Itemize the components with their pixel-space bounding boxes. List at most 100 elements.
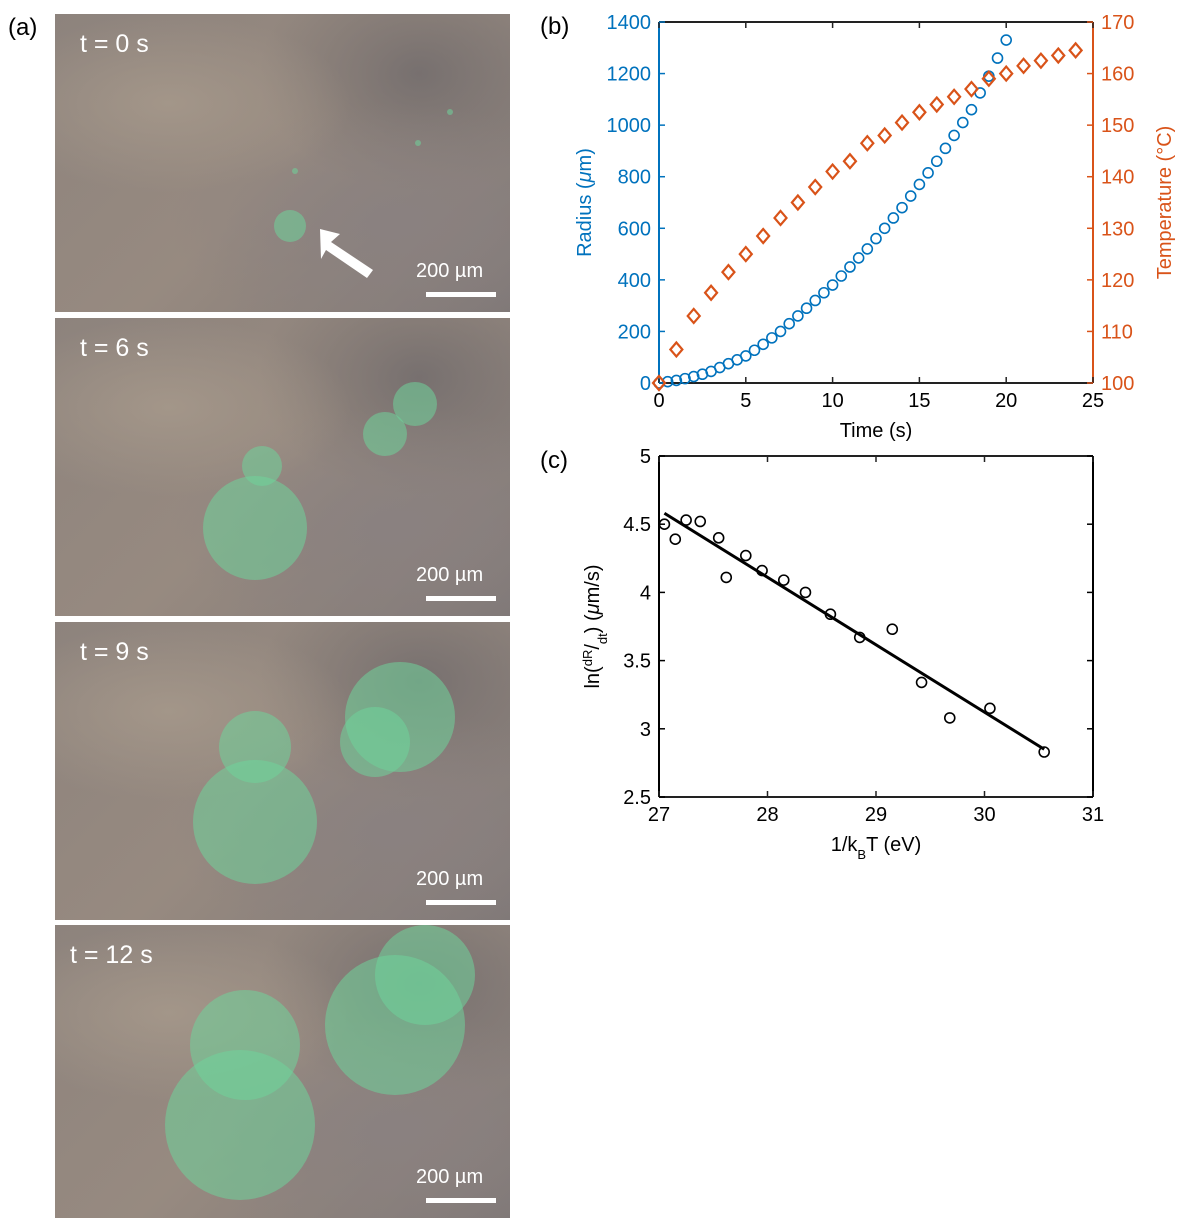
x-tick-label: 15 [908,390,930,412]
crystal [415,140,421,146]
label-part: μ [582,603,604,615]
x-tick-label: 30 [973,804,995,826]
point [939,142,952,155]
point [1000,34,1013,46]
arrow [320,229,373,278]
point [981,70,997,88]
y-tick-label: 800 [618,167,651,189]
label-part: 1/k [831,834,859,856]
point [790,193,806,212]
y-tick-label: 1000 [607,115,652,137]
label-part: ) ( [582,614,604,633]
point [826,279,839,291]
point [720,263,736,281]
point [825,162,841,181]
point [1033,51,1049,70]
micrograph-overlay [193,662,496,905]
point [946,88,962,106]
y2-tick-label: 130 [1101,218,1134,240]
point [930,155,943,168]
micrograph: t = 6 s 200 µm [55,318,510,616]
point [669,533,682,546]
point [922,167,934,179]
point [915,676,928,689]
x-tick-label: 10 [821,390,843,412]
point [712,532,725,544]
label-part: Time (s) [840,420,913,442]
point [774,325,787,338]
point [1050,46,1066,65]
point [658,518,671,531]
point [911,103,927,121]
point [668,340,684,359]
panel-label: (c) [540,447,568,474]
label-part: μ [574,171,596,183]
crystal [340,707,410,777]
point [757,338,769,351]
label-part: dR [580,650,595,667]
point [929,95,945,114]
point [861,243,874,255]
crystal [190,990,300,1100]
y-tick-label: 4 [640,582,651,604]
x-tick-label: 28 [756,804,778,826]
point [809,294,822,307]
y2-tick-label: 150 [1101,115,1134,137]
point [887,212,900,224]
y2-tick-label: 110 [1101,321,1133,343]
label-part: / [582,644,604,650]
point [998,64,1014,83]
y2-tick-label: 140 [1101,167,1134,189]
point [686,307,702,325]
point [870,232,882,245]
point [943,712,956,724]
point [894,113,910,132]
y-axis-label: Radius (μm) [574,148,596,257]
time-label: t = 6 s [80,334,149,362]
point [948,129,960,142]
y2-tick-label: 120 [1101,270,1134,292]
fit-line [663,512,1045,751]
y-tick-label: 4.5 [623,514,651,536]
point [877,126,893,145]
x-tick-label: 27 [648,804,670,826]
crystal [292,168,298,174]
y-tick-label: 5 [640,446,651,468]
micrograph: t = 9 s 200 µm [55,622,510,920]
crystal [219,711,291,783]
crystal [274,210,306,242]
point [670,374,683,387]
micrograph-overlay [203,382,496,601]
crystal [203,476,307,580]
point [773,209,788,227]
y-tick-label: 600 [618,218,651,240]
x-axis-label: Time (s) [840,420,913,442]
x-tick-label: 0 [653,390,664,412]
point [844,261,856,273]
y-tick-label: 3 [640,719,651,741]
y2-tick-label: 160 [1101,64,1134,86]
point [965,103,978,116]
x-tick-label: 5 [740,390,751,412]
time-label: t = 0 s [80,30,149,58]
y2-tick-label: 100 [1101,373,1134,395]
point [651,374,667,392]
label-part: ln( [582,666,604,689]
x-tick-label: 29 [865,804,887,826]
panel-label: (b) [540,13,569,40]
label-part: Radius ( [574,182,596,257]
x-tick-label: 25 [1082,390,1104,412]
point [878,222,891,235]
point [991,52,1004,64]
point [1038,746,1050,758]
y-tick-label: 0 [640,373,651,395]
scale-bar [426,292,496,297]
x-tick-label: 20 [995,390,1017,412]
point [792,310,804,322]
crystal [447,109,453,115]
point [852,252,865,264]
point [799,586,812,599]
point [777,574,790,586]
